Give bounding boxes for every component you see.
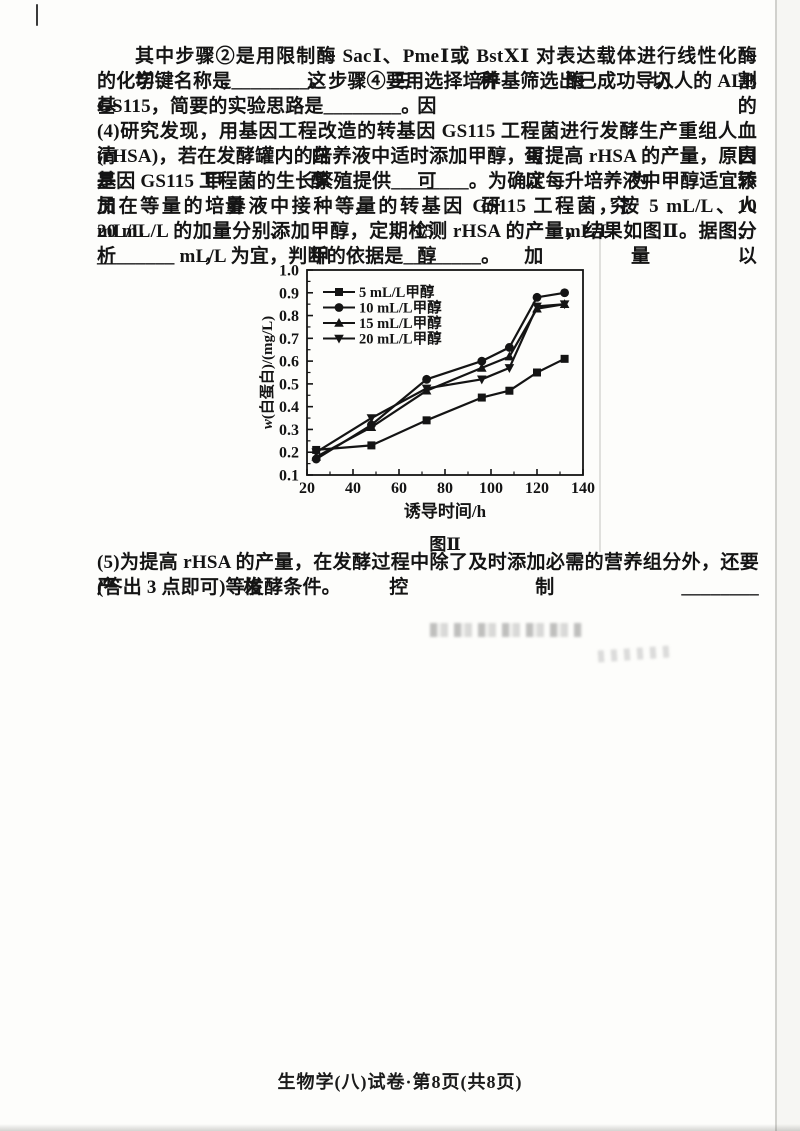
svg-text:10 mL/L甲醇: 10 mL/L甲醇 (359, 299, 442, 317)
svg-text:0.8: 0.8 (279, 308, 299, 325)
question-5-text: (5)为提高 rHSA 的产量，在发酵过程中除了及时添加必需的营养组分外，还要严… (97, 550, 759, 600)
bleed-through-smudge (597, 645, 671, 663)
svg-text:140: 140 (571, 480, 595, 497)
svg-text:0.9: 0.9 (279, 285, 299, 302)
scan-edge-strip (777, 0, 800, 1131)
svg-text:120: 120 (525, 480, 549, 497)
text-line: 的化学键名称是________。步骤④要用选择培养基筛选出已成功导入人的 ALB… (97, 71, 757, 117)
text-line: (4)研究发现，用基因工程改造的转基因 GS115 工程菌进行发酵生产重组人血清… (97, 121, 757, 167)
text-line: (答出 3 点即可)等发酵条件。 (97, 577, 341, 598)
svg-text:40: 40 (345, 480, 361, 497)
text-line: 基因 GS115 工程菌的生长繁殖提供________。为确定每升培养液中甲醇适… (97, 171, 757, 217)
x-axis-label: 诱导时间/h (404, 501, 487, 521)
page-footer: 生物学(八)试卷·第8页(共8页) (277, 1072, 523, 1092)
text-line: GS115，简要的实验思路是________。 (97, 96, 421, 117)
svg-text:0.7: 0.7 (279, 331, 299, 348)
svg-text:80: 80 (437, 480, 453, 497)
series-3 (311, 300, 570, 458)
svg-text:0.2: 0.2 (279, 445, 299, 462)
text-line: (5)为提高 rHSA 的产量，在发酵过程中除了及时添加必需的营养组分外，还要严… (97, 552, 759, 598)
scan-bottom-shadow (0, 1124, 800, 1131)
text-line: 其中步骤②是用限制酶 SacⅠ、PmeⅠ或 BstⅩⅠ 对表达载体进行线性化酶切… (135, 46, 757, 92)
svg-text:0.6: 0.6 (279, 354, 299, 371)
text-line: (rHSA)，若在发酵罐内的培养液中适时添加甲醇，可提高 rHSA 的产量，原因… (97, 146, 757, 192)
x-axis: 20 40 60 80 100 120 140 (299, 469, 595, 497)
svg-text:1.0: 1.0 (279, 263, 299, 280)
svg-text:20 mL/L甲醇: 20 mL/L甲醇 (359, 330, 442, 348)
svg-text:100: 100 (479, 480, 503, 497)
svg-text:0.3: 0.3 (279, 422, 299, 439)
figure-2-chart: 20 40 60 80 100 120 140 0.1 0.2 0.3 0.4 0.5 0.6 0.7 0.… (225, 262, 625, 562)
svg-text:0.4: 0.4 (279, 399, 299, 416)
scan-artifact-vline (599, 232, 601, 552)
bleed-through-smudge (430, 623, 582, 637)
figure-caption: 图Ⅱ (429, 535, 460, 554)
text-line: 20 mL/L 的加量分别添加甲醇，定期检测 rHSA 的产量，结果如图Ⅱ。据图… (97, 221, 757, 267)
question-text: 其中步骤②是用限制酶 SacⅠ、PmeⅠ或 BstⅩⅠ 对表达载体进行线性化酶切… (97, 44, 757, 269)
svg-text:60: 60 (391, 480, 407, 497)
svg-text:0.1: 0.1 (279, 468, 299, 485)
scan-page-edge-line (775, 0, 777, 1131)
y-axis-label: w(白蛋白)/(mg/L) (258, 316, 276, 429)
scan-artifact-mark (36, 4, 38, 26)
svg-text:5 mL/L甲醇: 5 mL/L甲醇 (359, 283, 435, 301)
svg-text:20: 20 (299, 480, 315, 497)
line-chart: 20 40 60 80 100 120 1400.10.20.30.40.50.60.70.… (258, 263, 595, 555)
svg-text:15 mL/L甲醇: 15 mL/L甲醇 (359, 314, 442, 332)
text-line: ________ mL/L 为宜，判断的依据是________。 (97, 246, 501, 267)
y-axis: 0.1 0.2 0.3 0.4 0.5 0.6 0.7 0.8 0.9 1.0 (279, 263, 313, 485)
text-line: 员在等量的培养液中接种等量的转基因 GS115 工程菌，按 5 mL/L、10 … (97, 196, 757, 242)
svg-text:0.5: 0.5 (279, 376, 299, 393)
